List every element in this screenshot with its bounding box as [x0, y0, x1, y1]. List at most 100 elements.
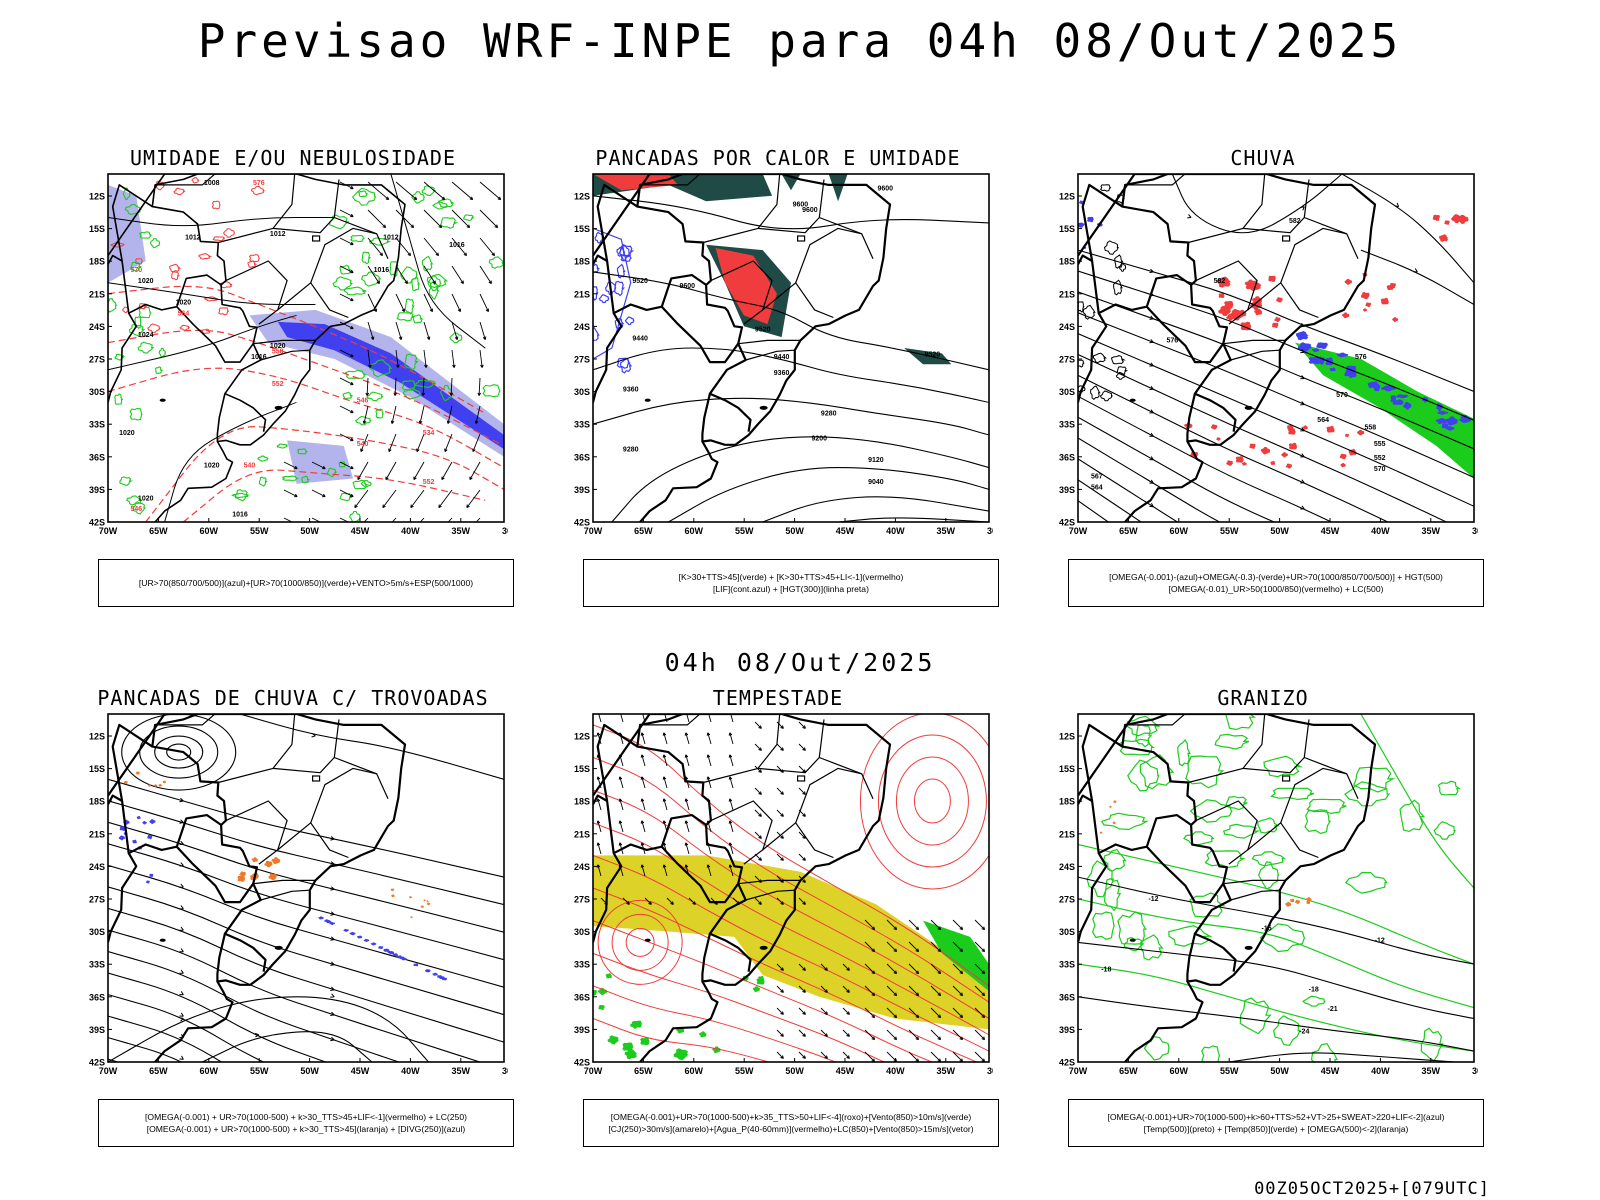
- federal-district: [797, 775, 806, 782]
- lagoa-dos-patos: [1244, 405, 1253, 410]
- wind-vector: [820, 985, 828, 993]
- wind-arrowhead: [1149, 315, 1154, 320]
- low-level-humidity-contour: [440, 217, 459, 229]
- panel-legend: [OMEGA(-0.001) + UR>70(1000-500) + k>30_…: [98, 1099, 514, 1147]
- omega-500-area: [1113, 800, 1117, 804]
- strong-wind-area: [633, 1020, 642, 1028]
- wind-vector: [729, 864, 734, 877]
- wind-arrowhead: [360, 448, 364, 452]
- omega-area: [1441, 423, 1449, 429]
- lon-tick-label: 40W: [401, 1066, 420, 1076]
- wind-vector: [311, 489, 326, 498]
- streamline: [108, 800, 504, 906]
- omega-area: [1445, 426, 1455, 431]
- wind-arrowhead: [354, 504, 358, 509]
- wind-vector: [311, 461, 326, 470]
- wind-arrowhead: [1149, 268, 1154, 274]
- wind-arrowhead: [398, 336, 403, 340]
- divergence-area: [149, 873, 154, 878]
- storm-area: [135, 771, 141, 775]
- lifted-index-area: [593, 227, 632, 360]
- thickness-contour: [218, 307, 230, 316]
- contour-label: 9360: [774, 370, 790, 377]
- federal-district: [797, 235, 806, 242]
- wind-vector: [685, 732, 690, 745]
- wind-vector: [469, 461, 481, 480]
- state-border: [795, 767, 874, 824]
- state-border: [334, 216, 377, 235]
- wind-arrowhead: [424, 364, 428, 368]
- omega-area: [1403, 401, 1412, 410]
- wind-arrowhead: [802, 747, 806, 751]
- state-border: [1280, 767, 1359, 824]
- lon-tick-label: 50W: [1270, 526, 1289, 536]
- wind-vector: [707, 732, 712, 745]
- streamline: [108, 778, 504, 878]
- wind-arrowhead: [596, 776, 601, 780]
- streamline: [108, 996, 430, 1062]
- wind-arrowhead: [330, 961, 335, 966]
- low-level-humidity-contour: [404, 353, 419, 371]
- contour-label: 567: [1091, 474, 1103, 481]
- wind-vector: [367, 237, 383, 256]
- streamline: [108, 1058, 120, 1062]
- wind-vector: [729, 842, 734, 855]
- thickness-contour: [179, 324, 191, 331]
- wind-arrowhead: [780, 725, 784, 729]
- wind-vector: [354, 489, 369, 508]
- streamline: [1171, 174, 1343, 234]
- low-level-streamline: [593, 757, 989, 1003]
- wind-arrowhead: [959, 926, 964, 931]
- height-contour: [593, 347, 989, 403]
- low-level-humidity-contour: [488, 256, 504, 269]
- lat-tick-label: 27S: [89, 895, 105, 905]
- wind-vector: [952, 941, 963, 952]
- lat-tick-label: 18S: [89, 257, 105, 267]
- state-border: [710, 800, 773, 865]
- divergence-area: [398, 956, 405, 960]
- wind-vector: [419, 405, 425, 424]
- state-border: [640, 714, 701, 726]
- state-border: [1230, 349, 1280, 361]
- country-border: [1186, 933, 1196, 982]
- wind-arrowhead: [179, 905, 184, 910]
- low-level-humidity-contour: [360, 479, 372, 488]
- wind-vector: [363, 405, 369, 424]
- state-border: [225, 800, 288, 865]
- state-border: [1223, 339, 1286, 345]
- temperature-850-contour: [1353, 766, 1396, 793]
- coastline: [593, 174, 892, 522]
- wind-vector: [886, 919, 897, 930]
- wind-vector: [641, 776, 646, 789]
- contour-label: 540: [357, 441, 369, 448]
- state-border: [225, 260, 288, 325]
- wind-arrowhead: [330, 861, 335, 866]
- wind-vector: [423, 349, 427, 368]
- wind-vector: [395, 293, 405, 312]
- wind-arrowhead: [915, 926, 920, 931]
- contour-label: 9040: [868, 479, 884, 486]
- lake-mark: [1129, 398, 1136, 402]
- divergence-area: [439, 976, 445, 979]
- contour-label: 582: [1214, 278, 1226, 285]
- vortex-streamline: [154, 735, 204, 769]
- lon-tick-label: 50W: [785, 1066, 804, 1076]
- heavy-rain-area: [1439, 234, 1449, 242]
- temperature-850-contour: [1189, 892, 1226, 918]
- wind-vector: [798, 963, 806, 971]
- lon-tick-label: 70W: [1069, 526, 1088, 536]
- low-level-streamline: [895, 756, 969, 846]
- temperature-850-contour: [1344, 781, 1391, 807]
- low-level-humidity-contour: [349, 510, 362, 522]
- wind-arrowhead: [1300, 375, 1305, 380]
- lon-tick-label: 40W: [886, 1066, 905, 1076]
- wind-arrowhead: [662, 754, 667, 758]
- strong-wind-area: [622, 1042, 634, 1052]
- wind-vector: [974, 919, 985, 930]
- lifted-index-contour: [620, 357, 633, 374]
- wind-arrowhead: [802, 791, 806, 795]
- wind-arrowhead: [466, 504, 470, 509]
- wind-arrowhead: [802, 901, 806, 905]
- wind-vector: [441, 461, 453, 480]
- lat-tick-label: 42S: [89, 518, 105, 528]
